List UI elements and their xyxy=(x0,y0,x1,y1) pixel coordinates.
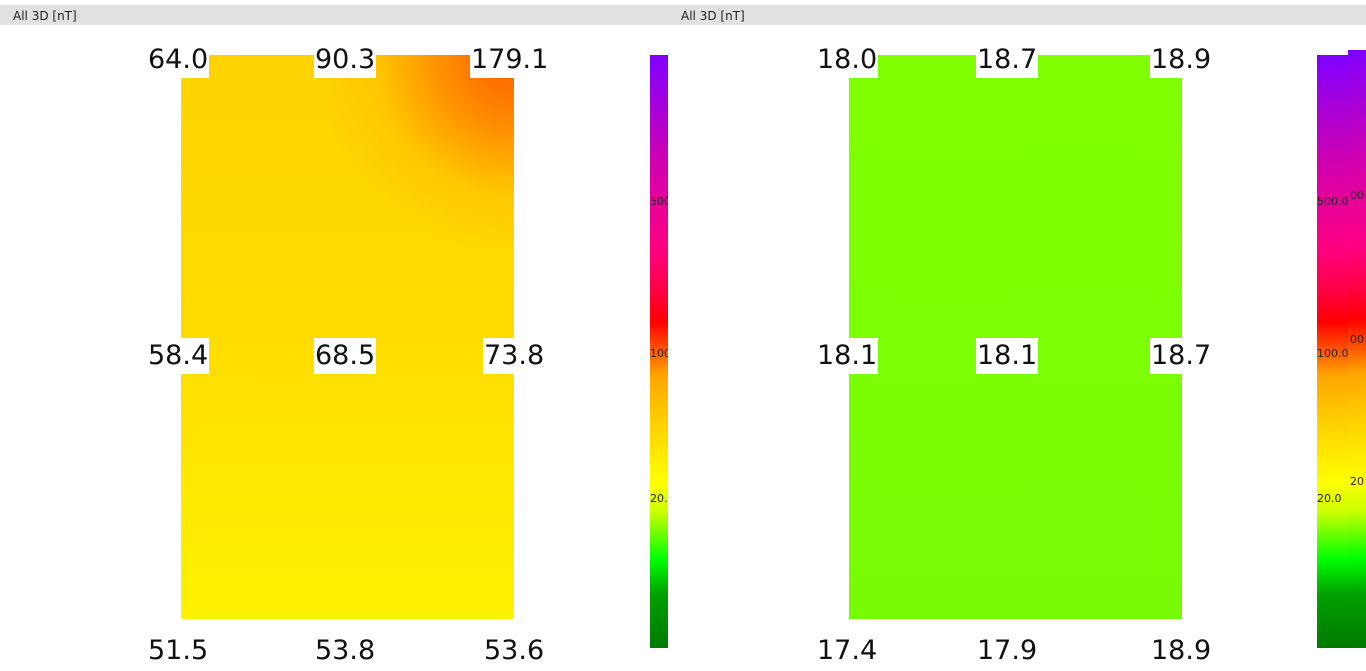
value-bottom-right: 53.6 xyxy=(483,633,546,669)
right-colorbar-secondary-label-a: 00 xyxy=(1350,189,1364,202)
right-colorbar-secondary-label-c: 20 xyxy=(1350,475,1364,488)
right-title-bar: All 3D [nT] xyxy=(668,5,1366,25)
left-colorbar xyxy=(650,55,668,648)
value-top-left: 64.0 xyxy=(147,42,210,78)
right-colorbar-label-100: 100.0 xyxy=(1317,347,1349,360)
value-top-right: 18.9 xyxy=(1150,42,1213,78)
left-colorbar-label-20: 20.0 xyxy=(650,492,668,505)
value-bottom-center: 53.8 xyxy=(314,633,377,669)
left-colorbar-label-500: 500.0 xyxy=(650,195,668,208)
right-heatmap-panel: All 3D [nT] 18.0 18.7 18.9 18.1 18.1 18.… xyxy=(668,0,1366,671)
value-bottom-right: 18.9 xyxy=(1150,633,1213,669)
right-heatmap xyxy=(849,55,1182,619)
value-bottom-left: 51.5 xyxy=(147,633,210,669)
right-colorbar-label-500: 500.0 xyxy=(1317,195,1349,208)
right-title: All 3D [nT] xyxy=(681,9,745,23)
value-mid-right: 73.8 xyxy=(483,338,546,374)
value-bottom-center: 17.9 xyxy=(976,633,1039,669)
left-heatmap-panel: All 3D [nT] 64.0 90.3 179.1 58.4 68.5 73… xyxy=(0,0,668,671)
right-colorbar-label-20: 20.0 xyxy=(1317,492,1342,505)
right-colorbar xyxy=(1317,55,1349,648)
value-mid-center: 18.1 xyxy=(976,338,1039,374)
value-mid-left: 18.1 xyxy=(816,338,879,374)
left-colorbar-label-100: 100.0 xyxy=(650,347,668,360)
left-title: All 3D [nT] xyxy=(13,9,77,23)
value-top-right: 179.1 xyxy=(470,42,550,78)
value-bottom-left: 17.4 xyxy=(816,633,879,669)
right-colorbar-secondary-label-b: 00 xyxy=(1350,333,1364,346)
value-top-center: 90.3 xyxy=(314,42,377,78)
value-mid-center: 68.5 xyxy=(314,338,377,374)
value-mid-right: 18.7 xyxy=(1150,338,1213,374)
left-title-bar: All 3D [nT] xyxy=(0,5,668,25)
value-mid-left: 58.4 xyxy=(147,338,210,374)
value-top-center: 18.7 xyxy=(976,42,1039,78)
left-heatmap xyxy=(181,55,514,619)
right-colorbar-secondary xyxy=(1348,50,1366,648)
value-top-left: 18.0 xyxy=(816,42,879,78)
